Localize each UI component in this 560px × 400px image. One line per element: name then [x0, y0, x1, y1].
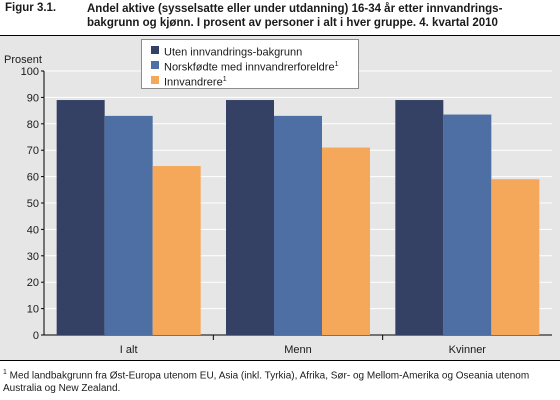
y-tick-label-70: 70 [27, 145, 39, 157]
y-tick-label-0: 0 [33, 330, 39, 342]
bar-i-alt-series-3 [152, 166, 201, 335]
bar-kvinner-series-3 [491, 179, 540, 335]
figure-label: Figur 3.1. [5, 2, 57, 14]
top-rule [0, 35, 560, 36]
figure-header: Figur 3.1. Andel aktive (sysselsatte ell… [5, 2, 555, 36]
legend-sup-3: 1 [222, 76, 227, 83]
y-tick-label-30: 30 [27, 251, 39, 263]
bar-kvinner-series-2 [443, 114, 492, 335]
y-axis-label: Prosent [4, 54, 42, 66]
y-tick-label-60: 60 [27, 172, 39, 184]
figure-title: Andel aktive (sysselsatte eller under ut… [87, 3, 503, 29]
legend-swatch-2 [151, 61, 159, 69]
legend-sup-2: 1 [334, 61, 339, 68]
bar-kvinner-series-1 [395, 100, 444, 335]
x-tick-label-1: I alt [120, 344, 138, 356]
footnote-marker: 1 [3, 369, 7, 376]
legend-label-2: Norskfødte med innvandrerforeldre [164, 61, 335, 74]
footnote: 1 Med landbakgrunn fra Øst-Europa utenom… [3, 366, 553, 395]
bar-menn-series-1 [226, 100, 274, 335]
legend-swatch-3 [151, 76, 159, 84]
y-tick-label-20: 20 [27, 277, 39, 289]
bar-i-alt-series-2 [104, 115, 153, 335]
y-tick-label-80: 80 [27, 119, 39, 131]
bar-i-alt-series-1 [56, 100, 105, 335]
legend-label-3: Innvandrere [164, 76, 223, 89]
legend-swatch-1 [151, 46, 159, 54]
legend-label-1: Uten innvandrings-bakgrunn [164, 46, 303, 59]
bar-menn-series-2 [274, 115, 322, 335]
footnote-text: Med landbakgrunn fra Øst-Europa utenom E… [3, 370, 530, 395]
x-tick-label-3: Kvinner [449, 344, 487, 356]
y-tick-label-50: 50 [27, 198, 39, 210]
legend: Uten innvandrings-bakgrunn Norskfødte me… [141, 39, 359, 89]
y-tick-label-10: 10 [27, 304, 39, 316]
bar-menn-series-3 [322, 147, 370, 335]
y-tick-label-40: 40 [27, 224, 39, 236]
y-tick-label-90: 90 [27, 92, 39, 104]
bottom-rule [0, 360, 560, 361]
x-tick-label-2: Menn [284, 344, 312, 356]
y-tick-label-100: 100 [21, 66, 39, 78]
